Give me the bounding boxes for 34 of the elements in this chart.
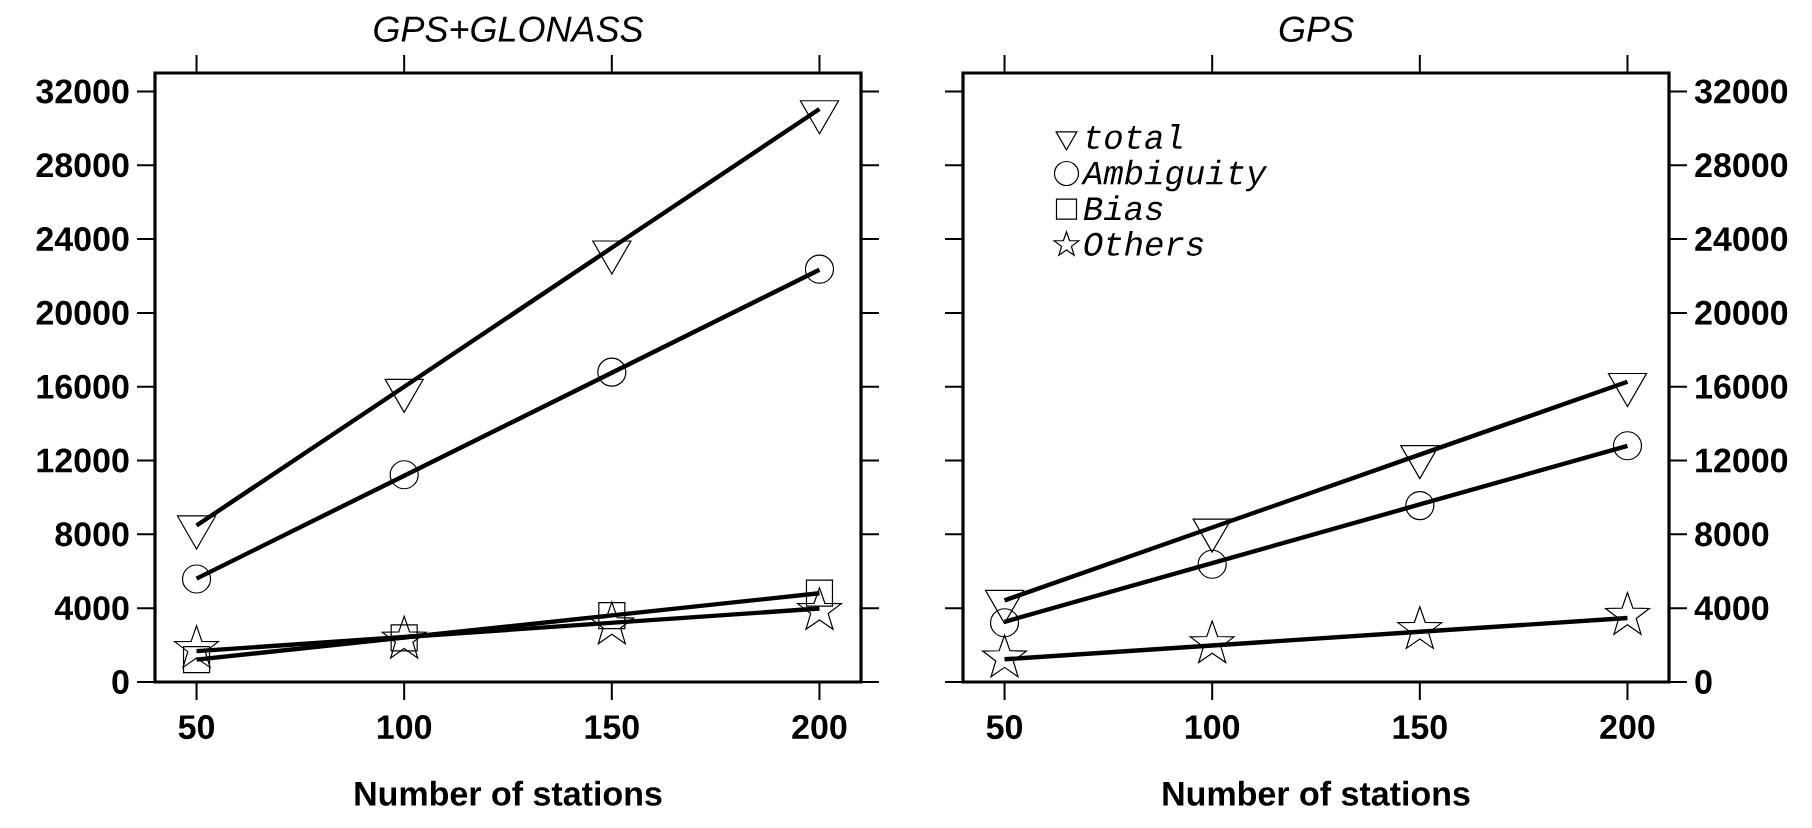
- y-tick-label: 0: [112, 669, 129, 695]
- legend-label: Bias: [1083, 195, 1163, 221]
- x-tick-label: 50: [986, 715, 1023, 740]
- legend-label: Ambiguity: [1081, 159, 1268, 192]
- y-tick-label: 8000: [55, 522, 129, 547]
- y-tick-label: 8000: [1695, 522, 1769, 547]
- x-axis-title: Number of stations: [1163, 780, 1470, 806]
- x-tick-label: 100: [377, 715, 432, 740]
- x-tick-label: 200: [792, 715, 847, 740]
- x-tick-label: 200: [1600, 715, 1655, 740]
- y-tick-label: 28000: [36, 153, 129, 178]
- y-tick-label: 4000: [54, 596, 129, 621]
- y-tick-label: 4000: [1694, 596, 1769, 621]
- y-tick-label: 0: [1695, 669, 1712, 695]
- y-tick-label: 16000: [37, 374, 129, 399]
- x-tick-label: 100: [1185, 715, 1240, 740]
- y-tick-label: 20000: [1695, 300, 1788, 325]
- y-tick-label: 16000: [1696, 374, 1788, 399]
- x-axis-title: Number of stations: [355, 780, 662, 806]
- y-tick-label: 24000: [1695, 227, 1788, 252]
- y-tick-label: 20000: [36, 300, 129, 325]
- y-tick-label: 24000: [36, 227, 129, 252]
- legend-label: Others: [1084, 230, 1204, 256]
- y-tick-label: 32000: [36, 79, 129, 104]
- chart-title: GPS+GLONASS: [374, 16, 644, 42]
- y-tick-label: 28000: [1695, 153, 1788, 178]
- legend-label: total: [1087, 124, 1182, 150]
- chart-title: GPS: [1279, 16, 1354, 42]
- y-tick-label: 32000: [1694, 79, 1788, 104]
- x-tick-label: 150: [1393, 715, 1447, 740]
- x-tick-label: 50: [178, 715, 215, 740]
- x-tick-label: 150: [585, 715, 639, 740]
- y-tick-label: 12000: [1696, 448, 1788, 473]
- y-tick-label: 12000: [37, 448, 129, 473]
